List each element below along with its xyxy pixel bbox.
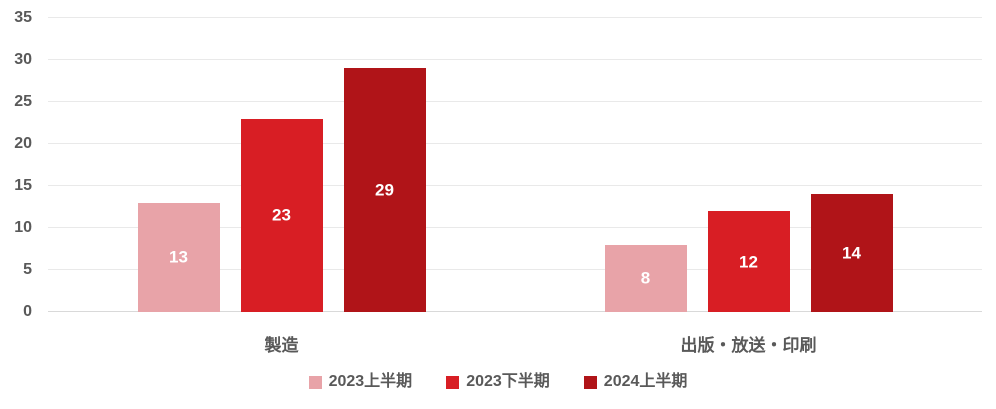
y-tick-label-15: 15 bbox=[14, 177, 32, 194]
legend: 2023上半期 2023下半期 2024上半期 bbox=[0, 374, 996, 390]
y-tick-label-25: 25 bbox=[14, 93, 32, 110]
bar-2024上半期-製造: 29 bbox=[343, 68, 426, 312]
legend-item-1: 2023下半期 bbox=[446, 374, 550, 390]
legend-swatch-icon bbox=[583, 375, 597, 389]
bar-data-label: 12 bbox=[739, 252, 758, 272]
plot-area: 13 23 29 8 12 14 bbox=[48, 17, 982, 312]
legend-label: 2023下半期 bbox=[466, 373, 550, 390]
legend-label: 2023上半期 bbox=[328, 373, 413, 390]
legend-item-2: 2024上半期 bbox=[583, 373, 688, 390]
category-label-1: 出版・放送・印刷 bbox=[680, 336, 817, 355]
legend-swatch-icon bbox=[308, 375, 322, 389]
bar-data-label: 13 bbox=[169, 247, 188, 267]
legend-swatch-icon bbox=[446, 375, 460, 389]
gridline-y-30 bbox=[48, 59, 982, 60]
y-tick-label-30: 30 bbox=[14, 51, 32, 68]
gridline-y-0 bbox=[48, 311, 982, 312]
y-tick-label-0: 0 bbox=[23, 303, 32, 320]
gridline-y-25 bbox=[48, 101, 982, 102]
y-tick-label-5: 5 bbox=[23, 261, 32, 278]
bar-2023上半期-製造: 13 bbox=[137, 202, 220, 312]
bar-2023下半期-製造: 23 bbox=[240, 118, 323, 312]
bar-2023下半期-出版・放送・印刷: 12 bbox=[707, 211, 790, 312]
gridline-y-10 bbox=[48, 227, 982, 228]
y-tick-label-10: 10 bbox=[14, 219, 32, 236]
y-tick-label-35: 35 bbox=[14, 9, 32, 26]
bar-data-label: 8 bbox=[640, 268, 651, 288]
y-axis: 0 5 10 15 20 25 30 35 bbox=[0, 10, 36, 320]
bar-data-label: 14 bbox=[842, 243, 861, 263]
legend-item-0: 2023上半期 bbox=[308, 373, 413, 390]
gridline-y-15 bbox=[48, 185, 982, 186]
gridline-y-35 bbox=[48, 17, 982, 18]
gridline-y-5 bbox=[48, 269, 982, 270]
gridline-y-20 bbox=[48, 143, 982, 144]
bar-data-label: 23 bbox=[272, 205, 291, 225]
category-label-0: 製造 bbox=[264, 336, 299, 355]
y-tick-label-20: 20 bbox=[14, 135, 32, 152]
bar-2023上半期-出版・放送・印刷: 8 bbox=[604, 244, 687, 312]
legend-label: 2024上半期 bbox=[603, 373, 688, 390]
bar-data-label: 29 bbox=[375, 180, 394, 200]
bar-2024上半期-出版・放送・印刷: 14 bbox=[810, 194, 893, 312]
